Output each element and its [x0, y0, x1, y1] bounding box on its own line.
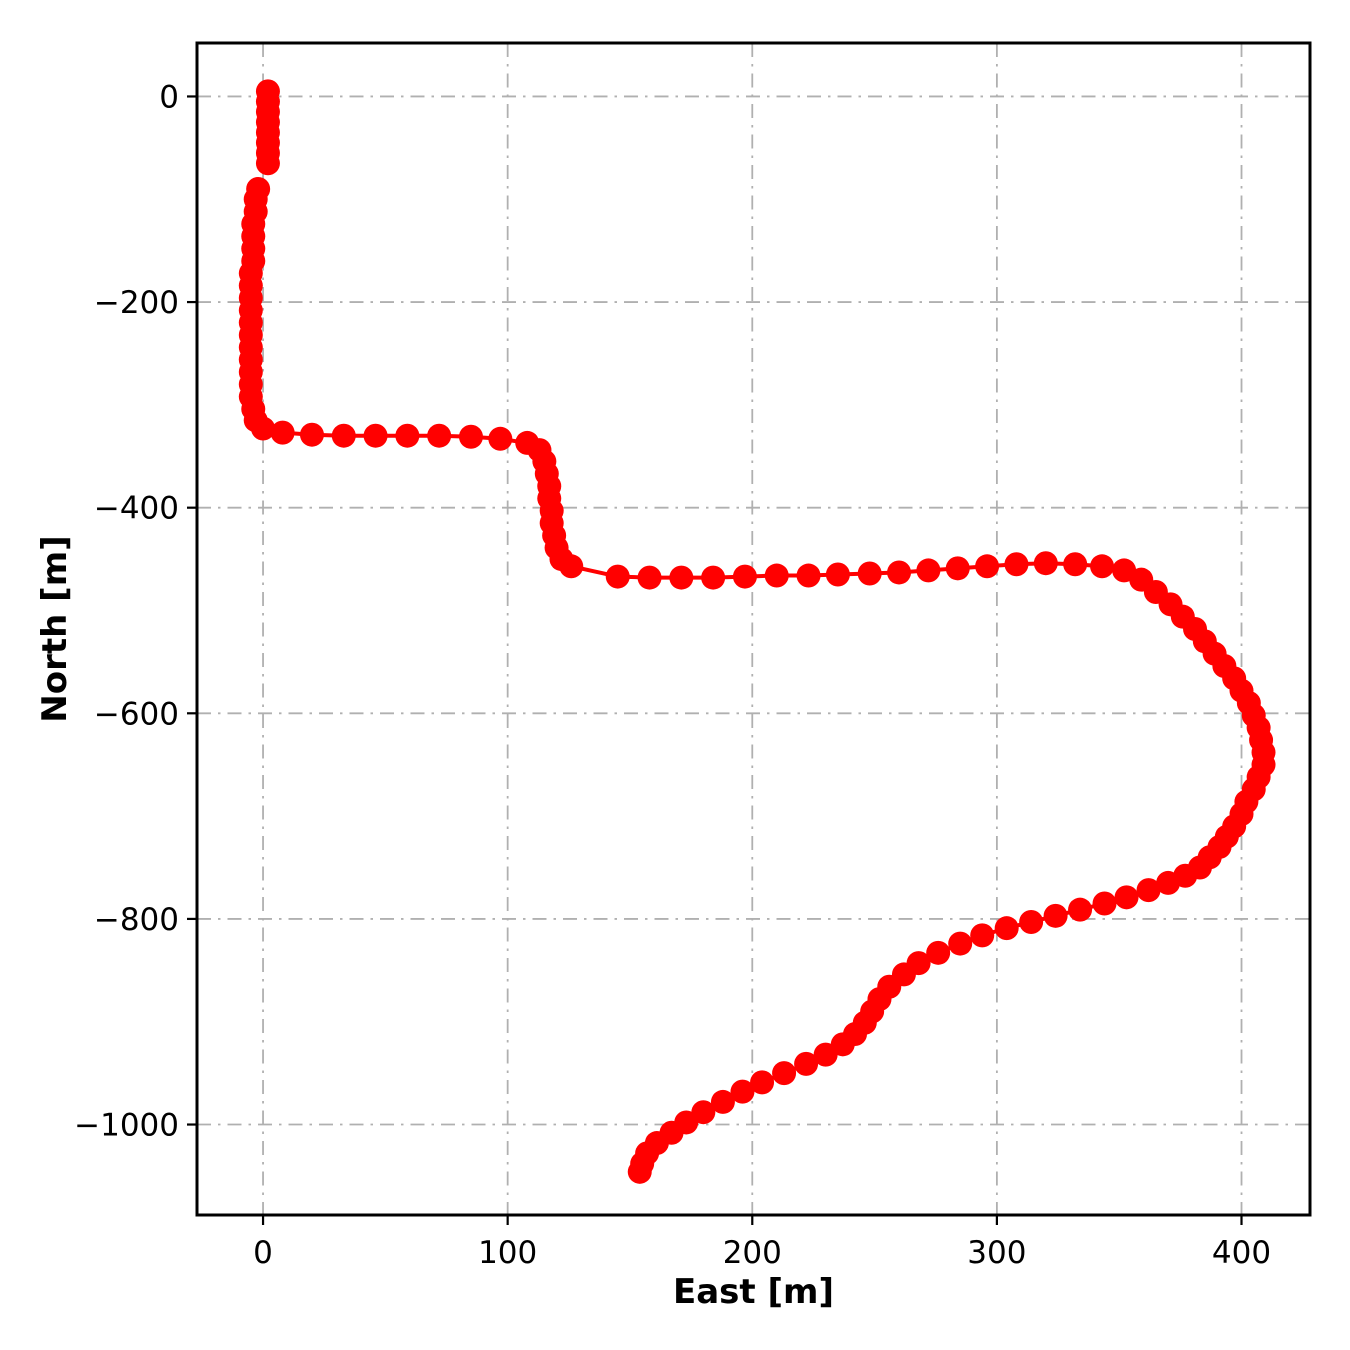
data-point	[1033, 551, 1058, 576]
data-point	[813, 1042, 838, 1067]
data-point	[764, 563, 789, 588]
data-point	[857, 561, 882, 586]
trajectory-path	[248, 188, 1266, 1173]
data-point	[605, 564, 630, 589]
data-point	[1019, 910, 1044, 934]
y-axis-label: North [m]	[35, 535, 75, 723]
y-tick-label: −200	[94, 285, 179, 321]
data-point	[627, 1159, 652, 1184]
data-point	[732, 564, 757, 589]
data-point	[701, 565, 726, 590]
data-point	[994, 916, 1019, 941]
data-point	[794, 1051, 819, 1076]
axis-ticks	[187, 95, 1243, 1225]
data-point	[710, 1089, 735, 1114]
data-point	[1114, 885, 1139, 910]
data-point	[395, 423, 420, 448]
y-tick-label: −1000	[74, 1108, 179, 1144]
data-point	[772, 1061, 797, 1086]
data-point	[363, 423, 388, 448]
data-point	[750, 1070, 775, 1095]
data-point	[926, 940, 951, 965]
plot-frame	[195, 41, 1312, 1217]
data-point	[970, 923, 995, 948]
x-tick-label: 200	[723, 1235, 782, 1271]
data-point	[1063, 552, 1088, 577]
data-point	[1136, 878, 1161, 903]
grid	[197, 43, 1310, 1215]
data-point	[637, 565, 662, 590]
data-point	[1092, 891, 1117, 916]
trajectory-series	[238, 79, 1276, 1184]
data-point	[299, 422, 324, 447]
data-point	[1068, 897, 1093, 922]
data-point	[945, 556, 970, 581]
data-point	[270, 420, 295, 445]
tick-labels: 0 100 200 300 400 0 −200 −400 −600 −800 −1000	[74, 79, 1271, 1271]
data-point	[251, 416, 276, 441]
data-point	[255, 151, 280, 176]
x-axis-label: East [m]	[672, 1272, 834, 1312]
data-point	[825, 562, 850, 587]
data-point	[427, 423, 452, 448]
data-point	[948, 931, 973, 956]
x-tick-label: 400	[1212, 1235, 1271, 1271]
data-point	[916, 558, 941, 583]
data-point	[730, 1079, 755, 1104]
y-tick-label: 0	[159, 79, 179, 115]
x-tick-label: 0	[253, 1235, 273, 1271]
y-tick-label: −800	[94, 902, 179, 938]
y-tick-label: −600	[94, 696, 179, 732]
data-point	[1043, 903, 1068, 928]
data-point	[1004, 552, 1029, 577]
data-point	[488, 426, 513, 451]
data-point	[669, 565, 694, 590]
x-tick-label: 300	[967, 1235, 1026, 1271]
data-point	[331, 423, 356, 448]
data-point	[458, 424, 483, 449]
data-point	[1156, 870, 1181, 895]
data-point	[1090, 554, 1115, 579]
data-point	[796, 563, 821, 588]
data-point	[559, 554, 584, 579]
y-tick-label: −400	[94, 491, 179, 527]
data-point	[887, 560, 912, 585]
x-tick-label: 100	[478, 1235, 537, 1271]
data-point	[975, 554, 1000, 579]
